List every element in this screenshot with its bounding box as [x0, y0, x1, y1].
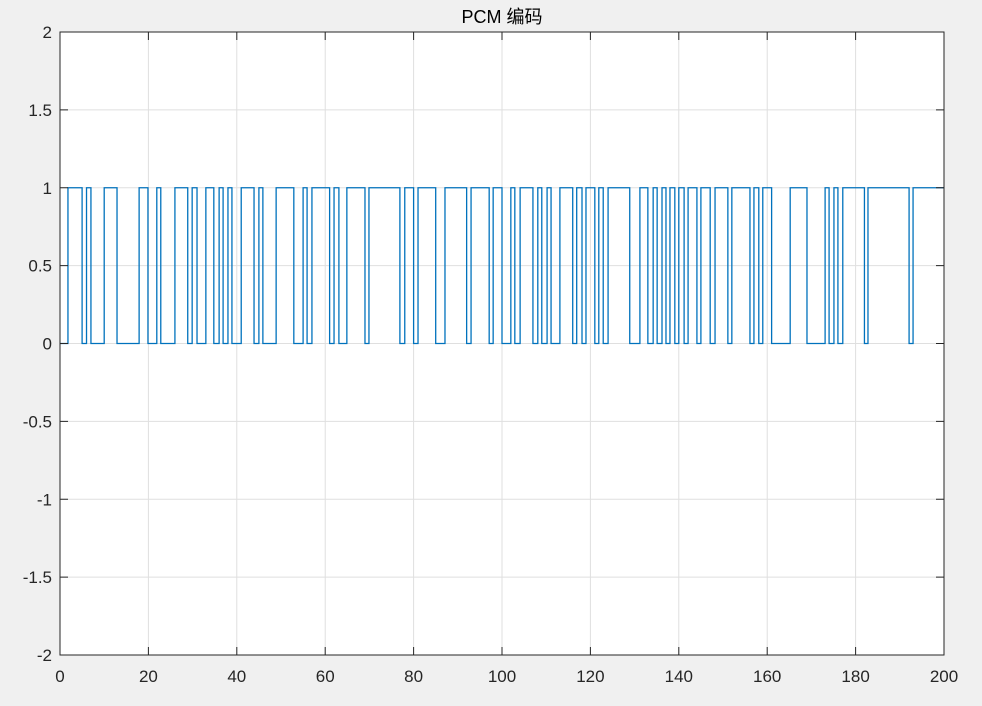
axis-ticks: 0 20 40 60 80 100 120 140 160 180 200 2 1.5 1 0.5 0 -0.5…	[23, 23, 958, 686]
y-tick-label: 0.5	[28, 257, 52, 276]
x-tick-label: 180	[841, 667, 869, 686]
x-tick-label: 0	[55, 667, 64, 686]
x-tick-label: 200	[930, 667, 958, 686]
chart-title: PCM 编码	[462, 7, 543, 27]
y-tick-label: -0.5	[23, 412, 52, 431]
x-tick-label: 100	[488, 667, 516, 686]
x-tick-label: 140	[665, 667, 693, 686]
y-tick-label: 1.5	[28, 101, 52, 120]
x-tick-label: 60	[316, 667, 335, 686]
x-tick-label: 20	[139, 667, 158, 686]
y-tick-label: -1.5	[23, 568, 52, 587]
y-tick-label: 0	[43, 335, 52, 354]
y-tick-label: 1	[43, 179, 52, 198]
pcm-waveform	[60, 187, 944, 345]
x-tick-label: 40	[227, 667, 246, 686]
x-tick-label: 160	[753, 667, 781, 686]
x-tick-label: 80	[404, 667, 423, 686]
x-tick-label: 120	[576, 667, 604, 686]
y-tick-label: -1	[37, 490, 52, 509]
y-tick-label: -2	[37, 646, 52, 665]
y-tick-label: 2	[43, 23, 52, 42]
